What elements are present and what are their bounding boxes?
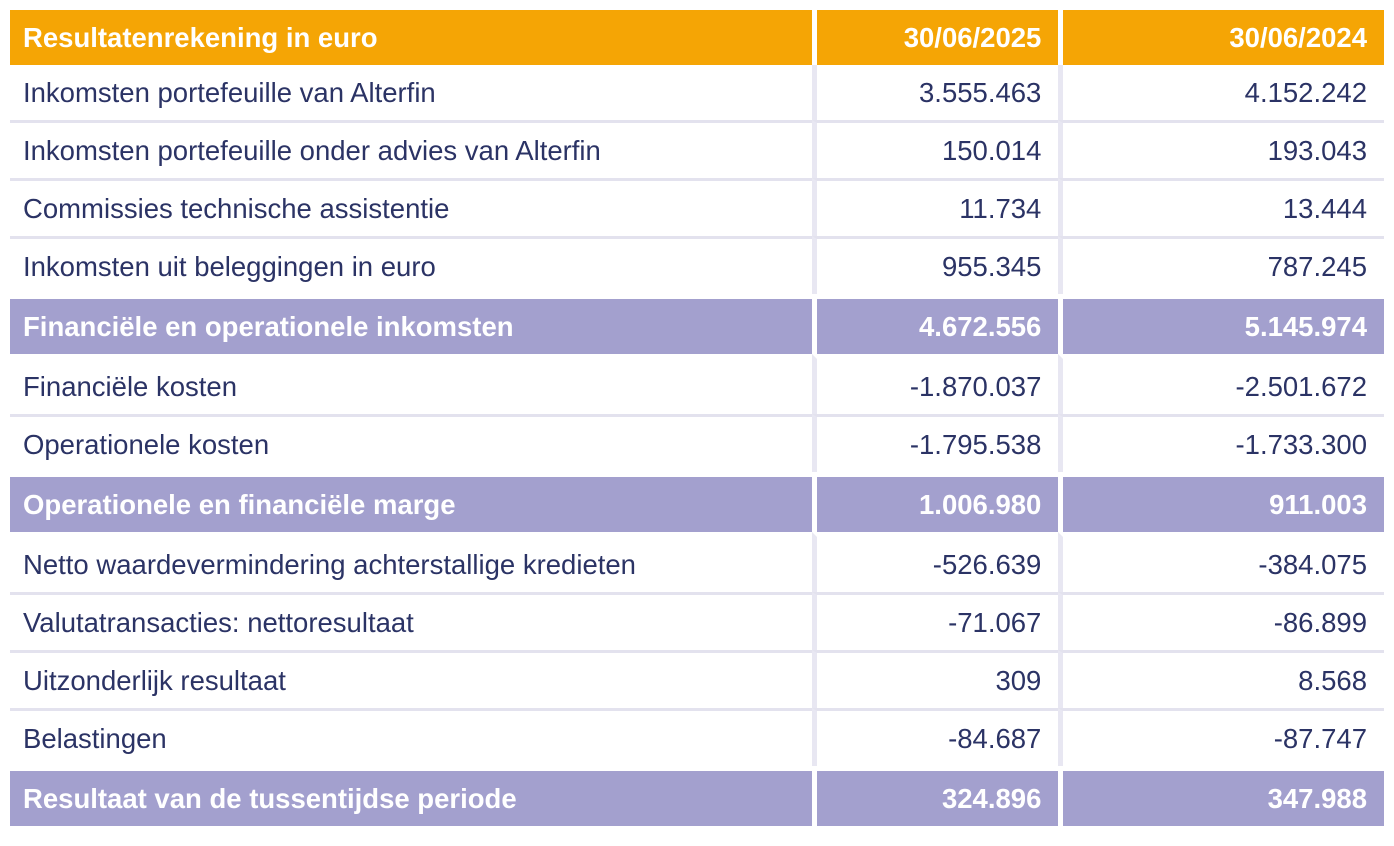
- row-label: Financiële kosten: [10, 354, 813, 414]
- row-label: Valutatransacties: nettoresultaat: [10, 592, 813, 650]
- row-label: Uitzonderlijk resultaat: [10, 650, 813, 708]
- row-label: Netto waardevermindering achterstallige …: [10, 532, 813, 592]
- value-2025: 150.014: [812, 120, 1059, 178]
- table-row: Uitzonderlijk resultaat 309 8.568: [10, 650, 1384, 708]
- table-row: Inkomsten portefeuille onder advies van …: [10, 120, 1384, 178]
- value-2025: 1.006.980: [812, 472, 1059, 532]
- row-label: Inkomsten uit beleggingen in euro: [10, 236, 813, 294]
- value-2024: 5.145.974: [1058, 294, 1384, 354]
- value-2025: 4.672.556: [812, 294, 1059, 354]
- row-label: Financiële en operationele inkomsten: [10, 294, 813, 354]
- value-2024: 911.003: [1058, 472, 1384, 532]
- value-2024: -2.501.672: [1058, 354, 1384, 414]
- value-2025: 309: [812, 650, 1059, 708]
- table-row: Inkomsten portefeuille van Alterfin 3.55…: [10, 65, 1384, 120]
- value-2024: -87.747: [1058, 708, 1384, 766]
- total-row: Operationele en financiële marge 1.006.9…: [10, 472, 1384, 532]
- table-row: Operationele kosten -1.795.538 -1.733.30…: [10, 414, 1384, 472]
- column-header-2025: 30/06/2025: [812, 10, 1059, 65]
- income-statement-table: Resultatenrekening in euro 30/06/2025 30…: [10, 10, 1384, 826]
- row-label: Inkomsten portefeuille onder advies van …: [10, 120, 813, 178]
- value-2025: -1.795.538: [812, 414, 1059, 472]
- table-row: Belastingen -84.687 -87.747: [10, 708, 1384, 766]
- value-2024: 4.152.242: [1058, 65, 1384, 120]
- row-label: Inkomsten portefeuille van Alterfin: [10, 65, 813, 120]
- value-2024: -384.075: [1058, 532, 1384, 592]
- value-2024: 193.043: [1058, 120, 1384, 178]
- table-title: Resultatenrekening in euro: [10, 10, 813, 65]
- value-2025: -526.639: [812, 532, 1059, 592]
- row-label: Commissies technische assistentie: [10, 178, 813, 236]
- table-row: Netto waardevermindering achterstallige …: [10, 532, 1384, 592]
- value-2024: -86.899: [1058, 592, 1384, 650]
- value-2025: -1.870.037: [812, 354, 1059, 414]
- value-2024: 13.444: [1058, 178, 1384, 236]
- value-2024: 347.988: [1058, 766, 1384, 826]
- total-row: Resultaat van de tussentijdse periode 32…: [10, 766, 1384, 826]
- value-2025: 3.555.463: [812, 65, 1059, 120]
- value-2025: -84.687: [812, 708, 1059, 766]
- table-row: Valutatransacties: nettoresultaat -71.06…: [10, 592, 1384, 650]
- value-2025: 955.345: [812, 236, 1059, 294]
- row-label: Operationele kosten: [10, 414, 813, 472]
- row-label: Operationele en financiële marge: [10, 472, 813, 532]
- row-label: Resultaat van de tussentijdse periode: [10, 766, 813, 826]
- value-2024: -1.733.300: [1058, 414, 1384, 472]
- value-2024: 8.568: [1058, 650, 1384, 708]
- table-row: Financiële kosten -1.870.037 -2.501.672: [10, 354, 1384, 414]
- value-2024: 787.245: [1058, 236, 1384, 294]
- table-row: Inkomsten uit beleggingen in euro 955.34…: [10, 236, 1384, 294]
- table-header-row: Resultatenrekening in euro 30/06/2025 30…: [10, 10, 1384, 65]
- value-2025: 324.896: [812, 766, 1059, 826]
- table-row: Commissies technische assistentie 11.734…: [10, 178, 1384, 236]
- column-header-2024: 30/06/2024: [1058, 10, 1384, 65]
- value-2025: -71.067: [812, 592, 1059, 650]
- row-label: Belastingen: [10, 708, 813, 766]
- value-2025: 11.734: [812, 178, 1059, 236]
- total-row: Financiële en operationele inkomsten 4.6…: [10, 294, 1384, 354]
